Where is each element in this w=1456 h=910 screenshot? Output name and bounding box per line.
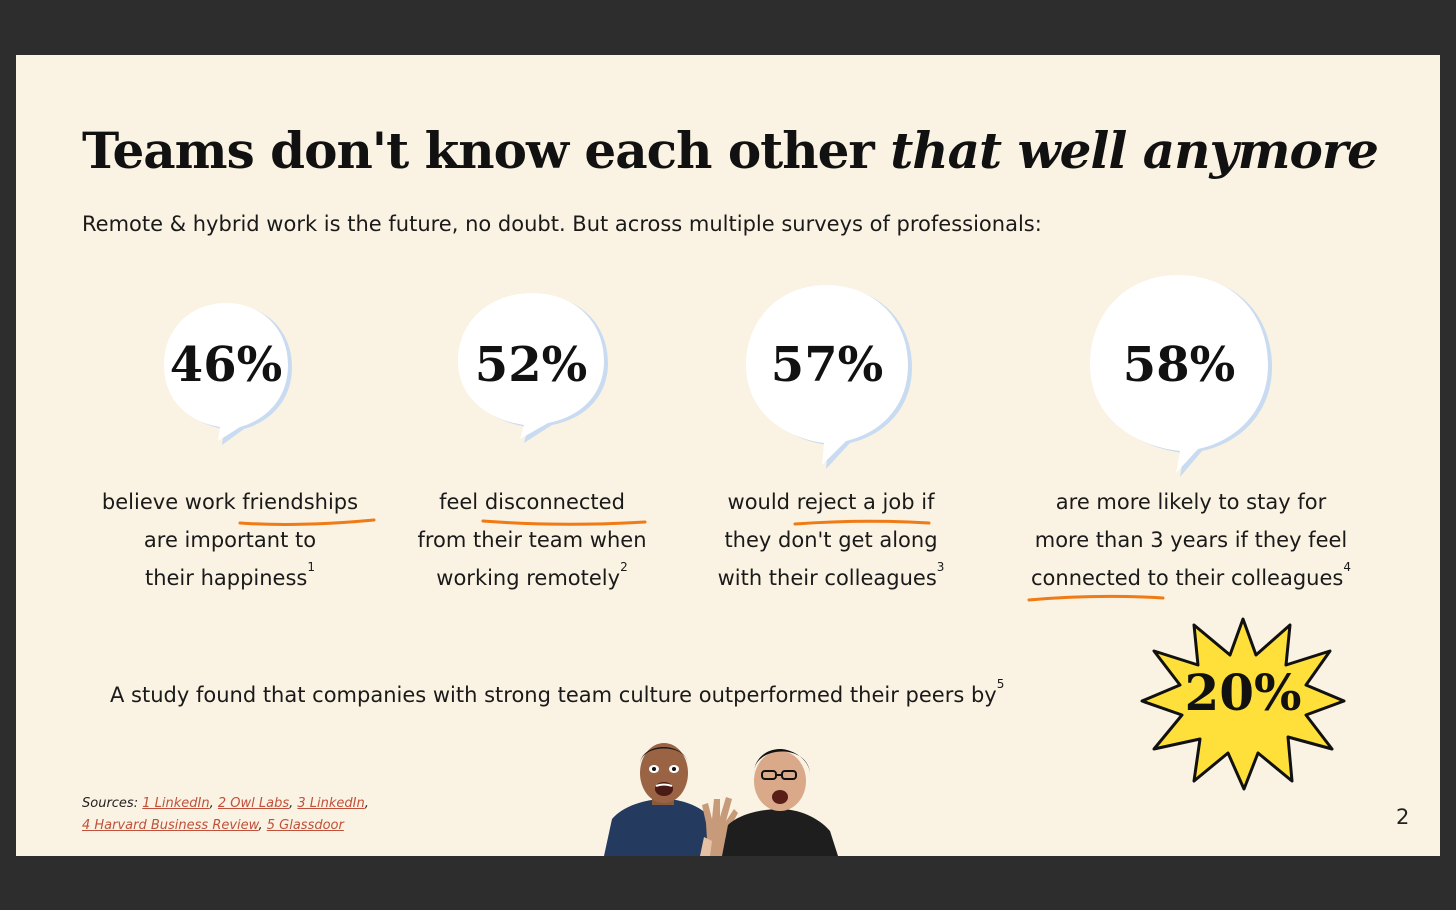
title-plain: Teams don't know each other — [82, 121, 891, 180]
highlighted-word: friendships — [238, 483, 376, 526]
highlighted-word: reject a job — [793, 483, 931, 526]
speech-bubble-icon — [1090, 275, 1272, 477]
stat-line: are important to — [143, 528, 317, 552]
slide-subtitle: Remote & hybrid work is the future, no d… — [82, 212, 1042, 236]
stat-line: more than 3 years if they feel — [1034, 528, 1348, 552]
stat-line: are more likely to stay for — [1055, 490, 1327, 514]
underline-stroke-icon — [793, 519, 931, 526]
stat-line: they don't get along — [724, 528, 938, 552]
speech-bubble-icon — [458, 293, 608, 443]
stat-line: connected to their colleagues4 — [1006, 559, 1376, 602]
footnote-marker: 1 — [307, 560, 316, 574]
stat-line: believe work friendships — [82, 483, 378, 526]
speech-bubble-icon — [746, 285, 912, 469]
source-link-owl-labs[interactable]: 2 Owl Labs — [217, 796, 290, 811]
stat-value: 58% — [1122, 337, 1236, 393]
outperform-value: 20% — [1184, 663, 1302, 722]
study-statement: A study found that companies with strong… — [110, 677, 1005, 707]
stat-description: feel disconnected from their team when w… — [396, 483, 668, 597]
page-number: 2 — [1396, 805, 1410, 829]
stat-line: feel disconnected — [396, 483, 668, 526]
source-link-linkedin-3[interactable]: 3 LinkedIn — [297, 796, 365, 811]
highlighted-word: connected — [1027, 559, 1165, 602]
stat-line: their happiness1 — [144, 560, 316, 590]
source-link-glassdoor[interactable]: 5 Glassdoor — [266, 818, 344, 833]
stat-line: from their team when — [417, 528, 647, 552]
speech-bubble-icon — [164, 303, 292, 445]
title-italic: that well anymore — [890, 121, 1379, 180]
underline-stroke-icon — [1027, 594, 1165, 602]
slide-title: Teams don't know each other that well an… — [82, 121, 1379, 180]
slide: Teams don't know each other that well an… — [16, 55, 1440, 856]
highlighted-word: disconnected — [481, 483, 647, 526]
footnote-marker: 2 — [620, 560, 628, 574]
stat-value: 57% — [770, 337, 884, 393]
stat-description: are more likely to stay for more than 3 … — [1006, 483, 1376, 602]
underline-stroke-icon — [481, 519, 647, 526]
sources-line: 4 Harvard Business Review, 5 Glassdoor — [82, 818, 344, 833]
stat-value: 46% — [169, 337, 283, 393]
source-link-linkedin-1[interactable]: 1 LinkedIn — [142, 796, 210, 811]
stat-description: would reject a job if they don't get alo… — [686, 483, 976, 597]
sources-line: Sources: 1 LinkedIn, 2 Owl Labs, 3 Linke… — [82, 796, 369, 811]
source-link-hbr[interactable]: 4 Harvard Business Review — [82, 818, 259, 833]
underline-stroke-icon — [238, 518, 376, 526]
stat-value: 52% — [474, 337, 588, 393]
footnote-marker: 4 — [1343, 560, 1351, 574]
stat-description: believe work friendships are important t… — [82, 483, 378, 597]
stat-line: would reject a job if — [686, 483, 976, 526]
footnote-marker: 3 — [936, 560, 945, 574]
sources: Sources: 1 LinkedIn, 2 Owl Labs, 3 Linke… — [82, 793, 369, 837]
stat-line: with their colleagues3 — [717, 560, 945, 590]
stat-line: working remotely2 — [436, 560, 628, 590]
starburst-icon — [1140, 617, 1346, 791]
excited-people-photo-icon — [604, 743, 838, 856]
footnote-marker: 5 — [996, 677, 1005, 691]
